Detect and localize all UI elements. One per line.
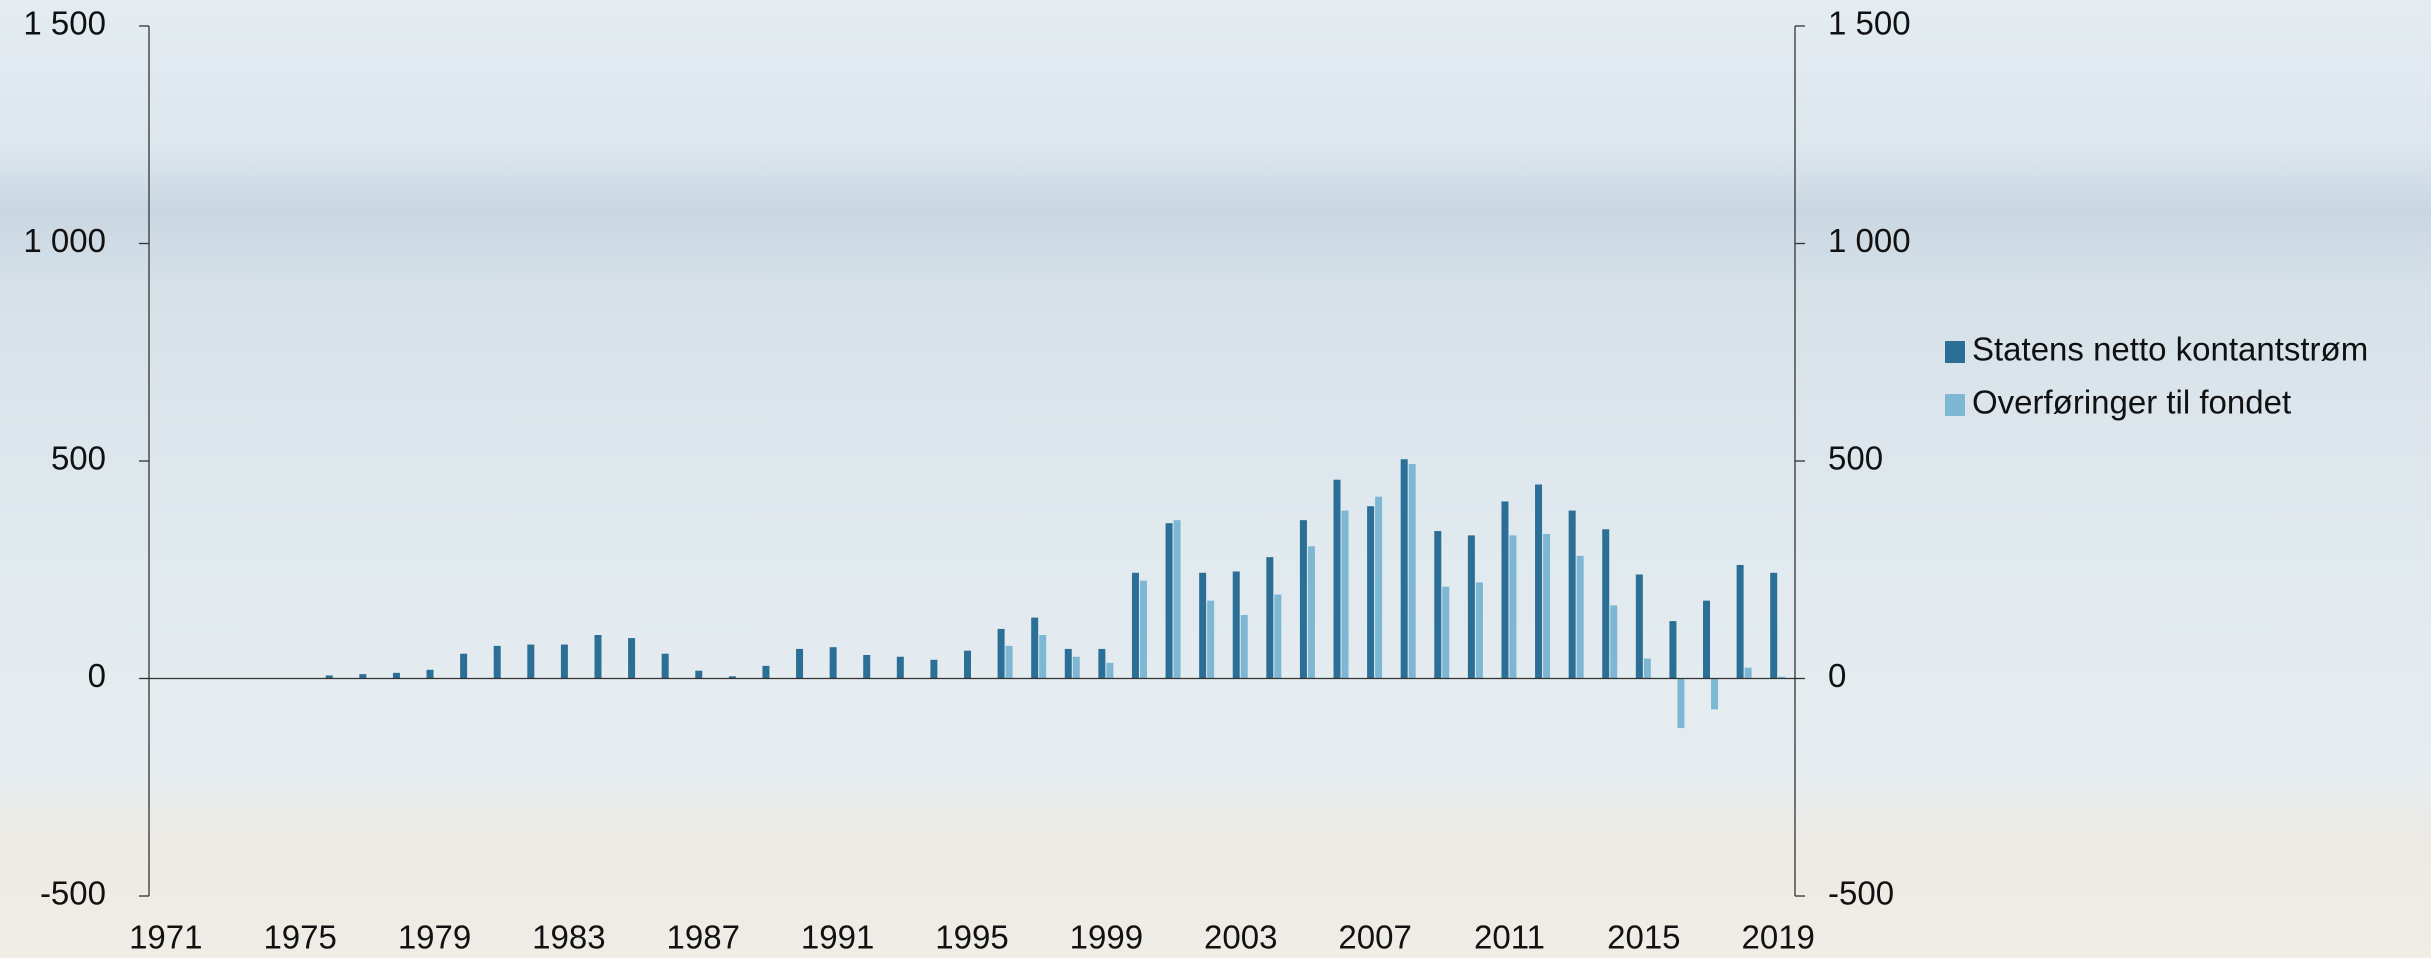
bar <box>1643 658 1651 679</box>
bar <box>1367 506 1375 679</box>
x-tick-label: 1999 <box>1070 919 1143 956</box>
bar <box>1039 635 1047 679</box>
legend-label: Overføringer til fondet <box>1972 384 2291 421</box>
y2-tick-label: 0 <box>1828 657 1846 694</box>
bar <box>661 653 669 679</box>
bar <box>1031 617 1039 679</box>
bar <box>1509 535 1517 679</box>
legend-swatch <box>1945 394 1965 416</box>
bar <box>1307 546 1315 679</box>
bar <box>896 656 904 679</box>
bar <box>1173 520 1181 679</box>
bar <box>1199 572 1207 679</box>
bar <box>1635 574 1643 679</box>
y2-tick-label: 1 000 <box>1828 222 1911 259</box>
bar <box>392 672 400 679</box>
y-tick-label: 0 <box>88 657 106 694</box>
bar <box>1072 656 1080 679</box>
x-tick-label: 1979 <box>398 919 471 956</box>
bar <box>628 638 636 679</box>
bar <box>695 670 703 679</box>
y2-tick-label: 500 <box>1828 440 1883 477</box>
bar <box>1576 555 1584 679</box>
y2-tick-label: 1 500 <box>1828 5 1911 42</box>
legend-label: Statens netto kontantstrøm <box>1972 331 2368 368</box>
x-tick-label: 1971 <box>129 919 202 956</box>
bar <box>863 655 871 679</box>
bar <box>426 669 434 679</box>
bar <box>1744 667 1752 679</box>
bar <box>1778 676 1786 679</box>
bar <box>1266 557 1274 679</box>
bar <box>527 644 535 679</box>
bar <box>1434 531 1442 679</box>
bar <box>728 676 736 679</box>
x-tick-label: 2019 <box>1741 919 1814 956</box>
bar <box>796 648 804 679</box>
bar <box>1232 571 1240 679</box>
bar <box>1064 648 1072 679</box>
y-tick-label: 1 000 <box>23 222 106 259</box>
bar <box>460 653 468 679</box>
bar <box>1501 501 1509 679</box>
bar <box>1341 510 1349 679</box>
bar <box>1711 678 1719 710</box>
bar <box>930 659 938 679</box>
bar <box>1669 621 1677 679</box>
x-tick-label: 2007 <box>1338 919 1411 956</box>
bar <box>1165 523 1173 679</box>
bar <box>762 665 770 679</box>
bar <box>594 635 602 679</box>
x-tick-label: 1987 <box>667 919 740 956</box>
bar <box>1240 614 1248 679</box>
bar <box>493 645 501 679</box>
bar <box>1736 564 1744 679</box>
x-tick-label: 2011 <box>1474 919 1545 956</box>
bar <box>1139 580 1147 679</box>
bar <box>1299 520 1307 679</box>
bar <box>1408 464 1416 679</box>
x-tick-label: 1991 <box>801 919 874 956</box>
bar <box>1207 600 1215 679</box>
legend-swatch <box>1945 341 1965 363</box>
bar <box>1770 572 1778 679</box>
bar <box>1467 535 1475 679</box>
y-tick-label: -500 <box>40 875 106 912</box>
x-tick-label: 1975 <box>263 919 336 956</box>
bar <box>829 647 837 679</box>
y-tick-label: 500 <box>51 440 106 477</box>
bar <box>1106 662 1114 679</box>
bar <box>1568 510 1576 679</box>
bar <box>997 628 1005 679</box>
bar <box>1703 600 1711 679</box>
bar <box>1543 534 1551 679</box>
bar <box>1098 648 1106 679</box>
bar <box>359 674 367 679</box>
bar <box>1677 678 1685 729</box>
bar <box>964 650 971 679</box>
bar <box>1610 605 1618 679</box>
y-tick-label: 1 500 <box>23 5 106 42</box>
bar <box>1535 484 1543 679</box>
bar <box>1475 582 1483 679</box>
bar <box>1400 459 1408 679</box>
bar <box>1005 645 1013 679</box>
y2-tick-label: -500 <box>1828 875 1894 912</box>
bar <box>560 644 568 679</box>
bar <box>1602 529 1610 679</box>
bar <box>325 675 333 679</box>
x-tick-label: 1983 <box>532 919 605 956</box>
bar <box>1131 572 1139 679</box>
x-tick-label: 2003 <box>1204 919 1277 956</box>
x-tick-label: 1995 <box>935 919 1008 956</box>
bar <box>1375 496 1383 679</box>
x-tick-label: 2015 <box>1607 919 1680 956</box>
bar <box>1442 586 1450 679</box>
bar <box>1333 479 1341 679</box>
bar <box>1274 594 1282 679</box>
